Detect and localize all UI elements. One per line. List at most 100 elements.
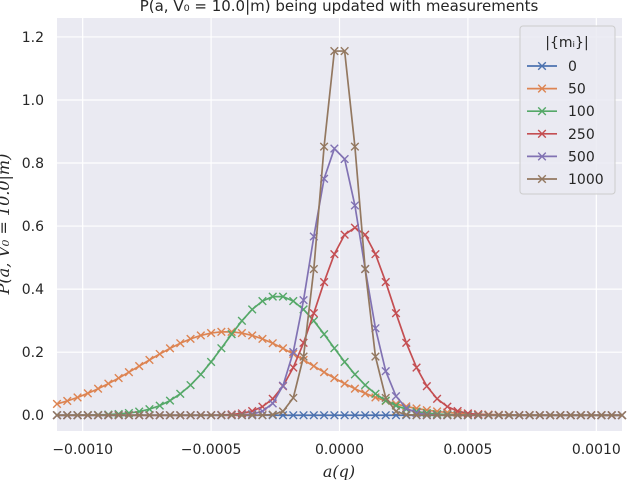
data-point bbox=[432, 409, 442, 419]
chart-title: P(a, V₀ = 10.0|m) being updated with mea… bbox=[140, 0, 539, 15]
data-point bbox=[381, 396, 391, 405]
data-point bbox=[206, 410, 216, 420]
series-line bbox=[57, 50, 622, 417]
data-point bbox=[537, 106, 547, 116]
data-point bbox=[350, 370, 360, 379]
legend-entry: 0 bbox=[527, 59, 577, 75]
data-point bbox=[463, 410, 473, 420]
data-point bbox=[73, 393, 82, 402]
data-point bbox=[258, 334, 267, 344]
data-point bbox=[237, 410, 247, 420]
data-point bbox=[258, 410, 267, 420]
data-point bbox=[134, 361, 144, 371]
legend-label: 50 bbox=[568, 82, 586, 98]
data-point bbox=[299, 352, 308, 361]
data-point bbox=[104, 410, 113, 420]
data-point bbox=[114, 409, 123, 419]
x-tick-label: 0.0000 bbox=[315, 442, 364, 458]
data-point bbox=[186, 380, 195, 390]
data-point bbox=[360, 264, 370, 274]
data-point bbox=[186, 334, 195, 344]
data-point bbox=[165, 344, 175, 353]
data-point bbox=[258, 406, 267, 416]
data-point bbox=[175, 389, 185, 399]
data-point bbox=[175, 338, 185, 348]
data-point bbox=[73, 410, 82, 420]
data-point bbox=[484, 410, 493, 420]
data-point bbox=[124, 367, 134, 377]
data-point bbox=[360, 410, 370, 420]
data-point bbox=[391, 308, 401, 318]
x-tick-label: −0.0005 bbox=[181, 442, 242, 458]
data-point bbox=[319, 410, 329, 420]
data-point bbox=[391, 391, 401, 401]
data-point bbox=[165, 410, 175, 420]
data-point bbox=[319, 277, 329, 287]
data-point bbox=[217, 343, 226, 353]
data-point bbox=[175, 410, 185, 420]
data-point bbox=[288, 410, 298, 420]
data-point bbox=[401, 403, 411, 413]
data-point bbox=[288, 393, 298, 403]
data-point bbox=[247, 410, 257, 420]
y-tick-label: 0.2 bbox=[22, 345, 44, 361]
data-point bbox=[422, 410, 432, 420]
data-point bbox=[443, 410, 452, 420]
data-point bbox=[537, 129, 547, 139]
data-point bbox=[227, 329, 236, 339]
legend-title: |{mᵢ}| bbox=[545, 35, 588, 51]
data-point bbox=[504, 410, 514, 420]
data-point bbox=[401, 410, 411, 419]
data-point bbox=[371, 249, 380, 259]
data-point bbox=[391, 407, 401, 416]
data-point bbox=[340, 410, 349, 420]
data-point bbox=[360, 380, 370, 390]
y-axis-label: P(a, V₀ = 10.0|m) bbox=[0, 154, 13, 296]
data-point bbox=[52, 399, 62, 409]
data-point bbox=[319, 367, 329, 377]
data-point bbox=[196, 410, 206, 420]
data-point bbox=[360, 389, 370, 398]
y-tick-label: 0.4 bbox=[22, 282, 44, 298]
data-point bbox=[155, 401, 165, 410]
legend-label: 500 bbox=[568, 149, 595, 165]
data-point bbox=[278, 381, 288, 390]
y-tick-label: 1.0 bbox=[22, 93, 44, 109]
data-point bbox=[104, 379, 113, 388]
data-point bbox=[381, 366, 391, 376]
data-point bbox=[145, 404, 154, 414]
data-point bbox=[299, 295, 308, 305]
data-point bbox=[93, 410, 103, 420]
series-group bbox=[52, 46, 627, 420]
data-point bbox=[597, 410, 606, 420]
legend-entry: 250 bbox=[527, 127, 595, 143]
data-point bbox=[227, 410, 236, 420]
data-point bbox=[535, 410, 545, 420]
data-point bbox=[371, 410, 380, 420]
data-point bbox=[537, 152, 547, 161]
data-point bbox=[145, 410, 154, 420]
x-axis-label: a(q) bbox=[323, 462, 355, 480]
data-point bbox=[432, 394, 442, 404]
data-point bbox=[155, 349, 165, 359]
data-point bbox=[432, 410, 442, 420]
data-point bbox=[206, 328, 216, 338]
data-point bbox=[340, 379, 349, 388]
data-point bbox=[545, 410, 555, 420]
data-point bbox=[186, 410, 195, 420]
data-point bbox=[288, 363, 298, 372]
data-point bbox=[556, 410, 565, 420]
data-point bbox=[155, 410, 165, 420]
data-point bbox=[330, 144, 339, 153]
data-point bbox=[62, 410, 72, 420]
data-point bbox=[268, 292, 278, 301]
data-point bbox=[350, 201, 360, 210]
data-point bbox=[412, 410, 421, 420]
data-point bbox=[340, 230, 349, 239]
data-point bbox=[330, 373, 339, 383]
legend-label: 100 bbox=[568, 104, 595, 120]
data-point bbox=[278, 407, 288, 416]
data-point bbox=[114, 373, 123, 383]
y-tick-labels: 0.0 0.2 0.4 0.6 0.8 1.0 1.2 bbox=[22, 30, 44, 424]
